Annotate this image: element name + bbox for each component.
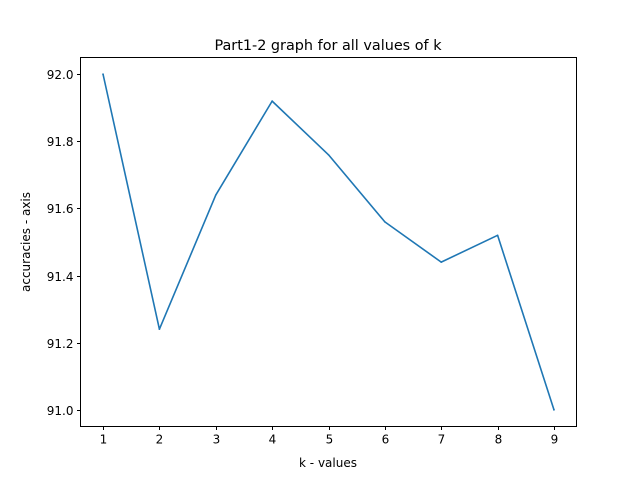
y-tick-label: 92.0 (47, 68, 74, 82)
data-point (214, 194, 217, 196)
y-axis: 91.0 91.2 91.4 91.6 91.8 92.0 (47, 68, 81, 418)
x-tick-label: 2 (156, 433, 164, 447)
y-tick-label: 91.6 (47, 202, 74, 216)
series-line-1 (102, 73, 555, 411)
x-tick-label: 4 (269, 433, 277, 447)
x-tick-label: 3 (213, 433, 221, 447)
y-axis-label: accuracies - axis (19, 192, 33, 292)
data-point (271, 100, 273, 102)
data-point (327, 153, 330, 156)
x-tick-label: 5 (326, 433, 334, 447)
chart-title: Part1-2 graph for all values of k (214, 38, 442, 54)
x-tick-label: 8 (495, 433, 503, 447)
x-tick-label: 1 (100, 433, 108, 447)
x-tick-label: 9 (551, 433, 559, 447)
x-axis: 1 2 3 4 5 6 7 8 9 (100, 426, 559, 447)
plot-frame (80, 57, 577, 427)
plot-area (80, 57, 577, 427)
data-point (496, 234, 499, 237)
data-point (384, 221, 386, 223)
data-point (102, 73, 104, 76)
y-tick-label: 91.8 (47, 135, 74, 149)
series-layer (102, 73, 555, 411)
x-axis-label: k - values (299, 456, 357, 470)
data-point (158, 328, 161, 331)
data-point (440, 261, 443, 263)
x-tick-label: 6 (382, 433, 390, 447)
data-point (553, 408, 555, 411)
x-tick-label: 7 (438, 433, 446, 447)
y-tick-label: 91.2 (47, 337, 74, 351)
y-tick-label: 91.4 (47, 270, 74, 284)
y-tick-label: 91.0 (47, 404, 74, 418)
